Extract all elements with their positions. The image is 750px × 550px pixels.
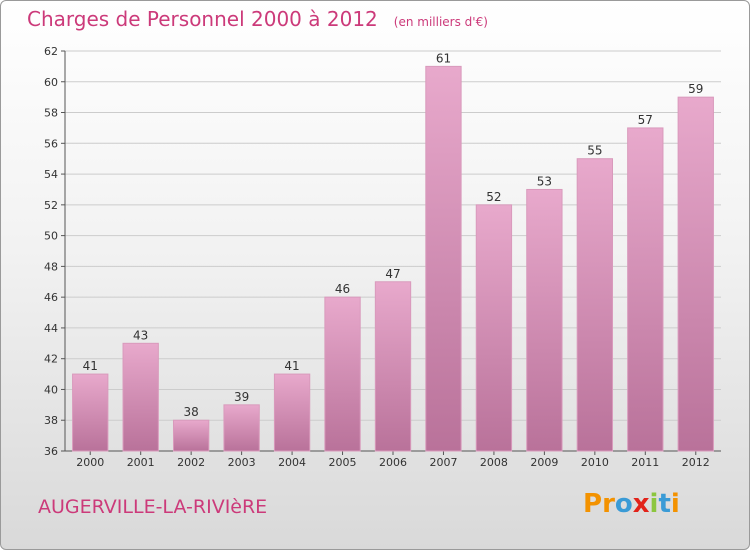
x-tick-label-2008: 2008 (480, 456, 508, 469)
y-tick-label: 48 (44, 260, 58, 273)
data-label-2012: 59 (688, 82, 703, 96)
logo-letter: P (583, 489, 603, 519)
bar-2011 (627, 127, 664, 452)
data-label-2006: 47 (385, 267, 400, 281)
x-tick-label-2000: 2000 (76, 456, 104, 469)
data-label-2009: 53 (537, 174, 552, 188)
bar-2002 (172, 419, 210, 452)
x-tick-label-2007: 2007 (429, 456, 457, 469)
x-tick-label-2003: 2003 (228, 456, 256, 469)
x-tick-label-2004: 2004 (278, 456, 306, 469)
data-label-2003: 39 (234, 390, 249, 404)
data-label-2004: 41 (284, 359, 299, 373)
logo-letter: i (649, 489, 659, 519)
bar-2000 (72, 373, 109, 452)
data-label-2008: 52 (486, 190, 501, 204)
y-tick-label: 52 (44, 199, 58, 212)
bar-2003 (223, 404, 260, 452)
logo-letter: i (670, 489, 680, 519)
y-tick-label: 46 (44, 291, 58, 304)
bar-2006 (374, 281, 412, 452)
x-tick-label-2011: 2011 (631, 456, 659, 469)
axes: 36 38 40 42 44 46 48 50 52 54 56 58 60 62 2000 2001 2002… (44, 45, 721, 469)
y-tick-label: 40 (44, 383, 58, 396)
y-tick-label: 42 (44, 353, 58, 366)
proxiti-logo: Proxiti (583, 489, 680, 519)
data-label-2000: 41 (83, 359, 98, 373)
bar-2001 (122, 342, 159, 452)
bar-2008 (475, 204, 513, 452)
y-tick-label: 44 (44, 322, 58, 335)
x-tick-label-2002: 2002 (177, 456, 205, 469)
x-tick-label-2012: 2012 (682, 456, 710, 469)
y-tick-label: 62 (44, 45, 58, 58)
data-label-2001: 43 (133, 328, 148, 342)
chart-title: Charges de Personnel 2000 à 2012 (27, 7, 378, 31)
x-tick-label-2006: 2006 (379, 456, 407, 469)
bar-2009 (526, 188, 563, 452)
y-tick-label: 38 (44, 414, 58, 427)
y-tick-label: 60 (44, 76, 58, 89)
bar-2007 (425, 65, 462, 452)
logo-letter: o (614, 489, 633, 519)
x-tick-label-2005: 2005 (329, 456, 357, 469)
bar-2012 (677, 96, 714, 452)
data-label-2010: 55 (587, 144, 602, 158)
y-tick-label: 50 (44, 230, 58, 243)
logo-letter: r (602, 489, 615, 519)
commune-name: AUGERVILLE-LA-RIVIèRE (38, 496, 268, 518)
data-label-2007: 61 (436, 51, 451, 65)
x-tick-label-2001: 2001 (127, 456, 155, 469)
data-label-2005: 46 (335, 282, 350, 296)
chart-subtitle: (en milliers d'€) (393, 15, 488, 29)
y-tick-label: 58 (44, 107, 58, 120)
logo-letter: t (658, 489, 671, 519)
title-row: Charges de Personnel 2000 à 2012 (en mill… (27, 7, 488, 31)
y-tick-label: 56 (44, 137, 58, 150)
y-tick-label: 54 (44, 168, 58, 181)
labels: 41 43 38 39 41 46 47 61 52 53 55 57 59 (83, 51, 704, 419)
bar-2010 (576, 158, 614, 452)
bar-2004 (273, 373, 311, 452)
x-tick-label-2009: 2009 (530, 456, 558, 469)
bars (72, 65, 714, 452)
x-tick-label-2010: 2010 (581, 456, 609, 469)
bar-2005 (324, 296, 361, 452)
y-tick-label: 36 (44, 445, 58, 458)
logo-letter: x (632, 489, 650, 519)
data-label-2002: 38 (184, 405, 199, 419)
data-label-2011: 57 (638, 113, 653, 127)
